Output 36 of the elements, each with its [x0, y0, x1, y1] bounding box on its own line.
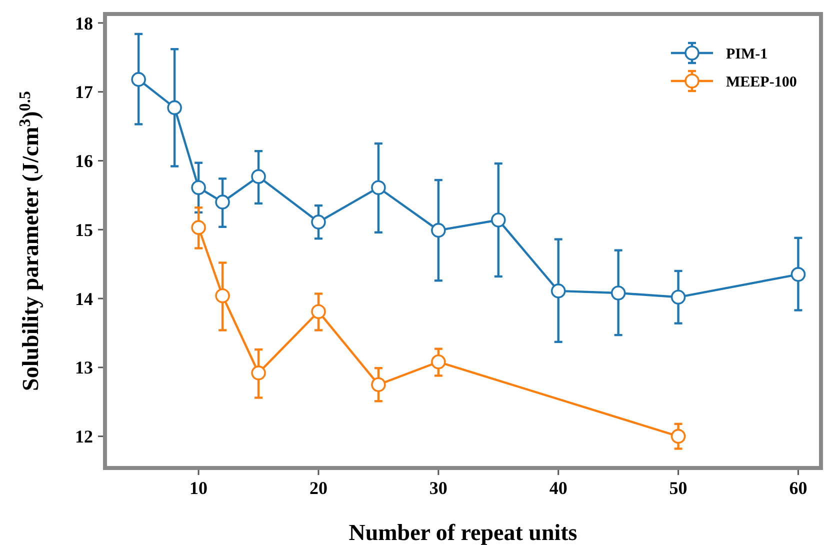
y-tick-label: 14 — [75, 288, 93, 309]
y-tick-label: 17 — [75, 82, 93, 102]
y-tick-label: 18 — [75, 13, 93, 34]
point — [311, 214, 326, 230]
point — [251, 169, 266, 184]
x-tick-label: 60 — [789, 478, 808, 498]
point — [191, 180, 206, 196]
y-tick-label: 12 — [75, 426, 93, 447]
point — [431, 222, 446, 238]
point — [670, 290, 686, 305]
x-tick-label: 40 — [549, 478, 568, 498]
point — [431, 354, 446, 370]
point — [191, 220, 206, 235]
x-axis-title: Number of repeat units — [348, 520, 578, 545]
point — [550, 284, 566, 298]
legend-label: MEEP-100 — [726, 74, 797, 90]
x-tick-label: 50 — [669, 478, 688, 498]
y-tick-label: 15 — [75, 220, 93, 240]
point — [610, 286, 626, 300]
point — [670, 428, 686, 444]
legend-label: PIM-1 — [726, 46, 768, 62]
x-tick-label: 30 — [429, 478, 448, 498]
x-tick-label: 20 — [309, 478, 328, 498]
point — [371, 180, 386, 196]
point — [131, 72, 146, 87]
point — [790, 267, 806, 282]
y-tick-label: 13 — [75, 358, 93, 378]
point — [371, 377, 386, 392]
y-tick-label: 16 — [75, 151, 93, 172]
point — [490, 212, 506, 228]
point — [215, 194, 230, 210]
point — [167, 100, 182, 116]
x-tick-label: 10 — [190, 478, 208, 498]
point — [215, 288, 230, 304]
point — [311, 304, 326, 320]
point — [251, 366, 266, 380]
